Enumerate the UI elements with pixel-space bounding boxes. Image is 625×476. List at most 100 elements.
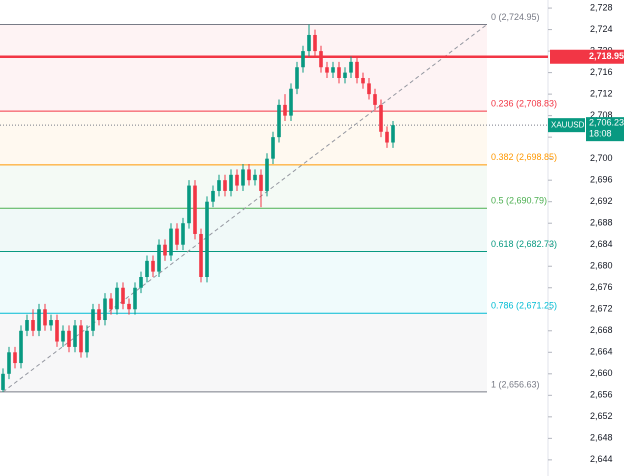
candle-body [67, 330, 71, 347]
candle-body [253, 174, 257, 181]
y-tick-label: 2,716 [590, 67, 613, 77]
candle-body [379, 104, 383, 132]
candle-body [13, 352, 17, 364]
candle-body [91, 309, 95, 331]
candle-body [133, 287, 137, 310]
y-tick-label: 2,680 [590, 261, 613, 271]
candle-body [55, 320, 59, 342]
candle-body [169, 228, 173, 256]
candle-body [127, 303, 131, 310]
candle-body [241, 169, 245, 186]
candle-body [79, 325, 83, 353]
y-tick-label: 2,664 [590, 347, 613, 357]
fib-label: 0.618 (2,682.73) [491, 239, 557, 249]
candle-body [25, 320, 29, 331]
candle-body [31, 320, 35, 331]
candle-body [1, 373, 5, 390]
candle-body [103, 298, 107, 321]
candle-body [151, 260, 155, 272]
fib-band [0, 111, 487, 165]
candle-body [163, 244, 167, 256]
candle-body [73, 325, 77, 347]
candle-body [97, 309, 101, 321]
candle-body [343, 72, 347, 78]
candle-body [19, 330, 23, 364]
candle-body [235, 174, 239, 186]
y-tick-label: 2,676 [590, 282, 613, 292]
y-tick-label: 2,712 [590, 88, 613, 98]
candle-body [211, 190, 215, 202]
fib-band [0, 313, 487, 392]
fib-label: 0 (2,724.95) [491, 12, 540, 22]
y-tick-label: 2,708 [590, 110, 613, 120]
candle-body [247, 169, 251, 181]
y-tick-label: 2,692 [590, 196, 613, 206]
candle-body [49, 320, 53, 326]
candle-body [229, 174, 233, 191]
horizontal-line-label: 2,718.95 [589, 51, 624, 61]
candle-body [319, 51, 323, 68]
candle-body [313, 34, 317, 52]
fib-label: 0.236 (2,708.83) [491, 99, 557, 109]
candle-body [85, 330, 89, 353]
candle-body [271, 137, 275, 159]
fib-label: 0.5 (2,690.79) [491, 196, 547, 206]
fib-band [0, 208, 487, 252]
candle-body [283, 104, 287, 116]
fib-band [0, 251, 487, 314]
candle-body [259, 174, 263, 191]
y-tick-label: 2,672 [590, 304, 613, 314]
candle-body [61, 330, 65, 342]
y-tick-label: 2,696 [590, 175, 613, 185]
y-tick-label: 2,728 [590, 2, 613, 12]
candle-body [301, 51, 305, 68]
candle-body [193, 185, 197, 234]
countdown-label: 18:08 [589, 129, 612, 139]
candle-body [181, 223, 185, 245]
y-tick-label: 2,684 [590, 239, 613, 249]
candle-body [277, 104, 281, 138]
candle-body [43, 309, 47, 326]
y-tick-label: 2,668 [590, 325, 613, 335]
y-tick-label: 2,700 [590, 153, 613, 163]
candle-body [373, 94, 377, 105]
candle-body [199, 233, 203, 277]
candle-body [157, 244, 161, 272]
y-tick-label: 2,648 [590, 433, 613, 443]
candle-body [139, 276, 143, 288]
candle-body [121, 287, 125, 304]
y-tick-label: 2,660 [590, 368, 613, 378]
fib-label: 0.786 (2,671.25) [491, 301, 557, 311]
fib-band [0, 24, 487, 112]
candle-body [307, 34, 311, 52]
candle-body [391, 125, 395, 143]
symbol-box [548, 118, 585, 133]
candle-body [223, 180, 227, 191]
fib-label: 1 (2,656.63) [491, 379, 540, 389]
fib-trend-line [2, 24, 488, 393]
candle-body [7, 352, 11, 374]
candle-body [355, 61, 359, 78]
candle-body [289, 88, 293, 116]
candle-body [337, 67, 341, 78]
candle-body [361, 77, 365, 84]
candle-body [109, 298, 113, 310]
candle-body [367, 83, 371, 95]
candle-body [115, 287, 119, 310]
candle-body [295, 67, 299, 89]
symbol-label: XAUUSD [551, 120, 585, 129]
candle-body [385, 131, 389, 143]
y-tick-label: 2,656 [590, 390, 613, 400]
y-tick-label: 2,688 [590, 218, 613, 228]
candle-body [187, 185, 191, 224]
candle-body [217, 180, 221, 191]
current-price-label: 2,706.23 [589, 118, 624, 128]
horizontal-line-label-box [550, 49, 624, 64]
price-box [586, 117, 624, 142]
candle-body [175, 228, 179, 245]
candle-body [325, 67, 329, 73]
candle-body [205, 201, 209, 277]
y-tick-label: 2,652 [590, 411, 613, 421]
